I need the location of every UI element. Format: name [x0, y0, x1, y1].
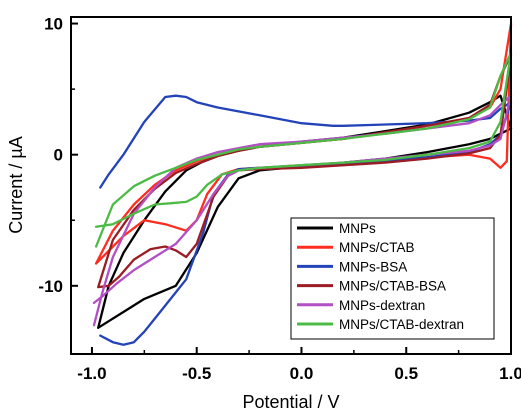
x-tick-label: 0.0: [290, 364, 314, 383]
legend-label-mnps-ctab-dextran: MNPs/CTAB-dextran: [339, 317, 464, 332]
legend-label-mnps: MNPs: [339, 221, 376, 236]
x-tick-label: 1.0: [499, 364, 521, 383]
series-line-mnps-ctab-dextran: [94, 51, 513, 248]
legend: MNPs MNPs/CTAB MNPs-BSA MNPs/CTAB-BSA MNPs-d…: [290, 217, 495, 340]
series-line-mnps-ctab-bsa: [97, 53, 513, 289]
series-layer: [92, 22, 513, 346]
legend-label-mnps-ctab-bsa: MNPs/CTAB-BSA: [339, 279, 446, 294]
y-tick-label: 10: [44, 15, 63, 34]
legend-box: [290, 217, 495, 340]
legend-items: MNPs MNPs/CTAB MNPs-BSA MNPs/CTAB-BSA MNPs-d…: [297, 221, 464, 332]
x-tick-label: -1.0: [77, 364, 106, 383]
y-tick-label: -10: [38, 277, 63, 296]
y-tick-label: 0: [54, 146, 63, 165]
legend-label-mnps-ctab: MNPs/CTAB: [339, 240, 415, 255]
legend-label-mnps-dextran: MNPs-dextran: [339, 298, 425, 313]
plot-frame: [70, 16, 512, 355]
x-tick-label: 0.5: [394, 364, 418, 383]
x-tick-label: -0.5: [182, 364, 211, 383]
x-axis-title: Potential / V: [242, 392, 339, 412]
y-axis-title: Current / µA: [6, 136, 26, 233]
ticks-layer: -1.0 -0.5 0.0 0.5 1.0 -10 0 10: [38, 15, 521, 383]
legend-label-mnps-bsa: MNPs-BSA: [339, 259, 407, 274]
